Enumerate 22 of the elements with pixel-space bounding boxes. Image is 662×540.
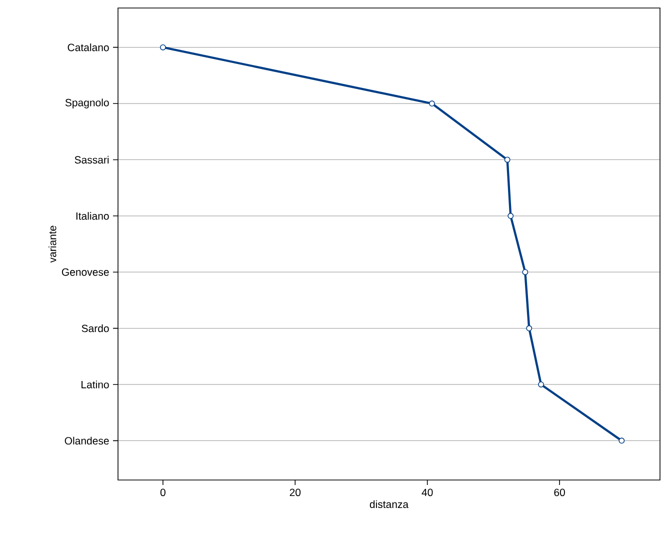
y-tick-label: Sardo xyxy=(82,324,109,332)
y-axis-title: variante xyxy=(48,226,56,263)
x-tick-label: 0 xyxy=(160,488,166,496)
point xyxy=(618,438,625,444)
y-tick-label: Latino xyxy=(82,380,109,388)
y-tick-label: Italiano xyxy=(76,212,109,220)
x-axis-title: distanza xyxy=(370,500,409,508)
y-tick-label: Genovese xyxy=(62,268,109,276)
point xyxy=(508,212,514,219)
point xyxy=(160,44,166,50)
point xyxy=(428,100,435,107)
point xyxy=(504,156,510,163)
x-tick-label: 20 xyxy=(290,488,301,496)
y-tick-label: Olandese xyxy=(64,436,109,445)
y-tick-label: Sassari xyxy=(74,156,109,164)
point xyxy=(526,325,532,332)
x-tick-label: 40 xyxy=(422,488,433,496)
point xyxy=(538,381,544,388)
x-tick-label: 60 xyxy=(554,488,565,496)
y-tick-label: Spagnolo xyxy=(65,98,109,108)
y-tick-label: Catalano xyxy=(68,43,109,52)
point xyxy=(522,269,528,276)
